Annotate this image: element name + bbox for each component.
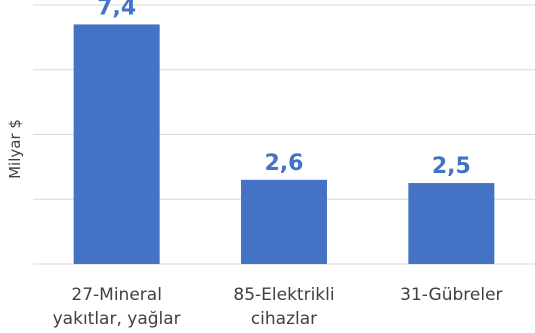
data-label: 2,6	[265, 151, 304, 176]
y-axis-title: Milyar $	[6, 119, 24, 179]
data-labels: 7,4 2,6 2,5	[97, 0, 471, 179]
bars	[73, 24, 495, 264]
x-tick-label: 85-Elektrikli	[233, 285, 334, 305]
x-tick-label: cihazlar	[251, 309, 317, 329]
x-tick-label: 27-Mineral	[71, 285, 162, 305]
x-tick-label: yakıtlar, yağlar	[53, 309, 181, 329]
data-label: 7,4	[97, 0, 136, 20]
x-tick-label: 31-Gübreler	[400, 285, 502, 305]
data-label: 2,5	[432, 154, 471, 179]
x-tick-labels: 27-Mineral yakıtlar, yağlar 85-Elektrikli c…	[53, 285, 503, 329]
bar	[408, 183, 495, 264]
bar	[73, 24, 160, 264]
bar	[241, 179, 327, 264]
